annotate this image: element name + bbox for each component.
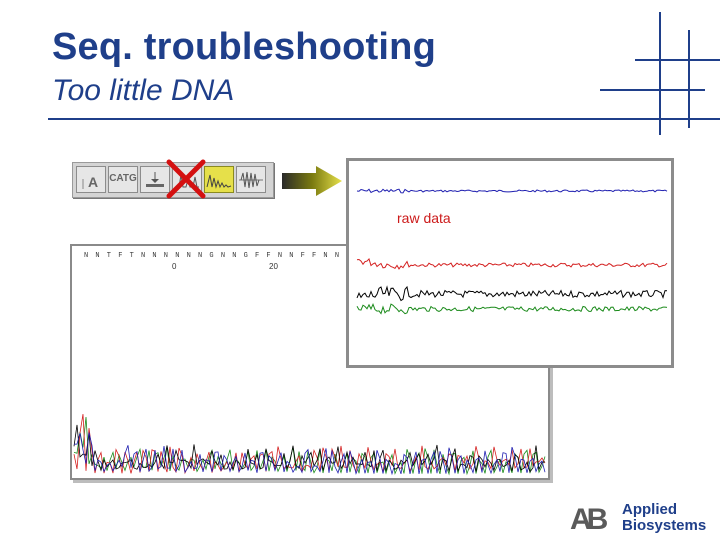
- electropherogram-trace-line: [73, 432, 546, 476]
- raw-data-icon: [206, 174, 232, 189]
- ab-logo-mark-icon: AB: [570, 503, 613, 533]
- raw-data-label: raw data: [397, 210, 451, 226]
- slide-title: Seq. troubleshooting: [52, 26, 436, 68]
- raw-data-panel: raw data: [346, 158, 674, 368]
- sequence-text-button[interactable]: CATG: [108, 166, 138, 193]
- waveform-button[interactable]: [236, 166, 266, 193]
- position-label: 0: [172, 262, 177, 271]
- electropherogram-trace-line: [73, 416, 546, 476]
- raw-data-traces: [356, 188, 668, 315]
- arrow-right-icon: [282, 166, 342, 196]
- raw-data-button[interactable]: [204, 166, 234, 193]
- text-a-icon: A: [82, 174, 98, 190]
- logo-line-2: Biosystems: [622, 517, 707, 534]
- electropherogram-trace-line: [73, 414, 546, 475]
- text-a-button[interactable]: A: [76, 166, 106, 193]
- red-x-icon: [166, 159, 206, 199]
- base-calls: N N T F T N N N N N N G N N G F F N N F …: [84, 252, 398, 260]
- applied-biosystems-logo: AB Applied Biosystems: [570, 500, 715, 536]
- waveform-icon: [239, 171, 263, 189]
- raw-trace-line: [356, 302, 668, 315]
- slide-subtitle: Too little DNA: [52, 74, 235, 107]
- title-divider: [48, 118, 720, 120]
- baseline-button[interactable]: [140, 166, 170, 193]
- sequence-text-icon: CATG: [109, 173, 137, 184]
- raw-trace-line: [356, 258, 668, 270]
- baseline-icon: [146, 172, 164, 187]
- electropherogram-trace-line: [73, 424, 546, 473]
- svg-text:AB: AB: [570, 503, 608, 533]
- electropherogram-traces: [73, 414, 546, 476]
- logo-line-1: Applied: [622, 501, 677, 518]
- svg-text:A: A: [88, 174, 98, 190]
- decorative-grid-lines: [600, 12, 720, 135]
- position-label: 20: [269, 262, 278, 271]
- raw-trace-line: [356, 188, 668, 194]
- raw-trace-line: [356, 285, 668, 302]
